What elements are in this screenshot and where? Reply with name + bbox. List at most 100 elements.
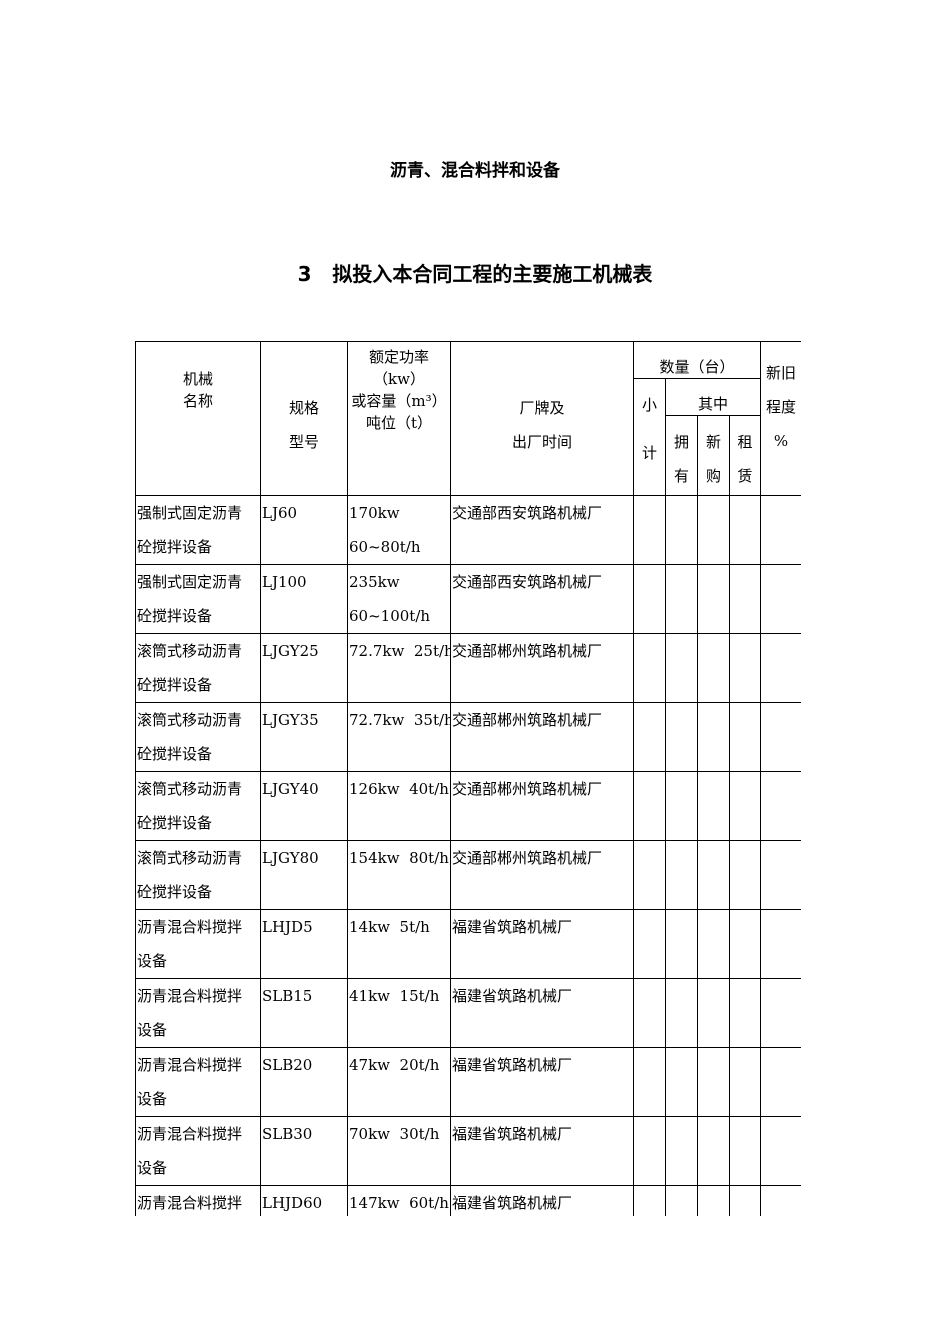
cell-rent xyxy=(728,909,762,979)
cell-rent xyxy=(728,1116,762,1186)
cell-maker: 福建省筑路机械厂 xyxy=(450,1185,634,1216)
cell-rent xyxy=(728,978,762,1048)
cell-condition xyxy=(760,633,801,703)
cell-condition xyxy=(760,840,801,910)
cell-condition xyxy=(760,702,801,772)
cell-model: LHJD5 xyxy=(260,909,348,979)
cell-subtotal xyxy=(633,771,666,841)
cell-model: LJ100 xyxy=(260,564,348,634)
header-maker: 厂牌及 出厂时间 xyxy=(450,341,634,496)
cell-own xyxy=(665,1116,698,1186)
header-rent: 租赁 xyxy=(728,415,762,496)
cell-subtotal xyxy=(633,840,666,910)
cell-subtotal xyxy=(633,1116,666,1186)
cell-new xyxy=(697,771,730,841)
cell-own xyxy=(665,771,698,841)
table-row: 滚筒式移动沥青 砼搅拌设备 LJGY35 72.7kw 35t/h 交通部郴州筑路机械厂 xyxy=(135,702,801,772)
cell-maker: 交通部西安筑路机械厂 xyxy=(450,564,634,634)
cell-condition xyxy=(760,1116,801,1186)
cell-name: 滚筒式移动沥青 砼搅拌设备 xyxy=(135,840,261,910)
cell-own xyxy=(665,702,698,772)
cell-power: 72.7kw 35t/h xyxy=(347,702,451,772)
header-condition: 新旧 程度% xyxy=(760,341,801,496)
cell-subtotal xyxy=(633,564,666,634)
cell-own xyxy=(665,840,698,910)
cell-power: 47kw 20t/h xyxy=(347,1047,451,1117)
table-row: 强制式固定沥青 砼搅拌设备 LJ60 170kw 60~80t/h 交通部西安筑路机械厂 xyxy=(135,495,801,565)
cell-name: 沥青混合料搅拌 设备 xyxy=(135,909,261,979)
table-row: 滚筒式移动沥青 砼搅拌设备 LJGY25 72.7kw 25t/h 交通部郴州筑路机械厂 xyxy=(135,633,801,703)
cell-model: SLB15 xyxy=(260,978,348,1048)
table-row: 沥青混合料搅拌 LHJD60 147kw 60t/h 福建省筑路机械厂 xyxy=(135,1185,801,1216)
cell-model: LJGY25 xyxy=(260,633,348,703)
header-name: 机械 名称 xyxy=(135,341,261,496)
header-own: 拥有 xyxy=(665,415,698,496)
cell-model: SLB20 xyxy=(260,1047,348,1117)
section-subtitle: 沥青、混合料拌和设备 xyxy=(390,161,560,181)
cell-power: 154kw 80t/h xyxy=(347,840,451,910)
cell-power: 72.7kw 25t/h xyxy=(347,633,451,703)
cell-name: 沥青混合料搅拌 xyxy=(135,1185,261,1216)
cell-power: 70kw 30t/h xyxy=(347,1116,451,1186)
cell-new xyxy=(697,564,730,634)
cell-condition xyxy=(760,1047,801,1117)
cell-subtotal xyxy=(633,909,666,979)
cell-new xyxy=(697,840,730,910)
cell-rent xyxy=(728,702,762,772)
header-among: 其中 xyxy=(664,378,762,416)
cell-name: 沥青混合料搅拌 设备 xyxy=(135,1116,261,1186)
cell-new xyxy=(697,495,730,565)
cell-name: 沥青混合料搅拌 设备 xyxy=(135,1047,261,1117)
cell-condition xyxy=(760,771,801,841)
cell-condition xyxy=(760,564,801,634)
cell-new xyxy=(697,702,730,772)
cell-new xyxy=(697,633,730,703)
cell-name: 沥青混合料搅拌 设备 xyxy=(135,978,261,1048)
cell-maker: 福建省筑路机械厂 xyxy=(450,909,634,979)
cell-model: LJGY40 xyxy=(260,771,348,841)
cell-name: 滚筒式移动沥青 砼搅拌设备 xyxy=(135,771,261,841)
cell-power: 147kw 60t/h xyxy=(347,1185,451,1216)
cell-model: LJ60 xyxy=(260,495,348,565)
cell-maker: 交通部西安筑路机械厂 xyxy=(450,495,634,565)
cell-maker: 交通部郴州筑路机械厂 xyxy=(450,633,634,703)
cell-maker: 交通部郴州筑路机械厂 xyxy=(450,840,634,910)
cell-rent xyxy=(728,1047,762,1117)
cell-own xyxy=(665,1047,698,1117)
header-subtotal: 小计 xyxy=(633,378,666,496)
header-new: 新购 xyxy=(697,415,730,496)
cell-maker: 福建省筑路机械厂 xyxy=(450,978,634,1048)
cell-power: 235kw 60~100t/h xyxy=(347,564,451,634)
table-row: 沥青混合料搅拌 设备 SLB30 70kw 30t/h 福建省筑路机械厂 xyxy=(135,1116,801,1186)
cell-model: LHJD60 xyxy=(260,1185,348,1216)
cell-model: LJGY80 xyxy=(260,840,348,910)
cell-new xyxy=(697,1185,730,1216)
table-row: 强制式固定沥青 砼搅拌设备 LJ100 235kw 60~100t/h 交通部西安筑路机械… xyxy=(135,564,801,634)
cell-model: SLB30 xyxy=(260,1116,348,1186)
cell-subtotal xyxy=(633,702,666,772)
machinery-table: 机械 名称 规格 型号 额定功率 （kw） 或容量（m³） 吨位（t） 厂牌及 出厂时间 数… xyxy=(135,341,801,1216)
cell-name: 滚筒式移动沥青 砼搅拌设备 xyxy=(135,633,261,703)
cell-new xyxy=(697,909,730,979)
cell-own xyxy=(665,909,698,979)
cell-rent xyxy=(728,564,762,634)
cell-new xyxy=(697,978,730,1048)
cell-condition xyxy=(760,909,801,979)
cell-power: 170kw 60~80t/h xyxy=(347,495,451,565)
cell-own xyxy=(665,633,698,703)
cell-subtotal xyxy=(633,1047,666,1117)
cell-name: 强制式固定沥青 砼搅拌设备 xyxy=(135,495,261,565)
cell-subtotal xyxy=(633,633,666,703)
machinery-table-wrapper: 机械 名称 规格 型号 额定功率 （kw） 或容量（m³） 吨位（t） 厂牌及 出厂时间 数… xyxy=(135,341,801,1216)
cell-own xyxy=(665,978,698,1048)
cell-power: 14kw 5t/h xyxy=(347,909,451,979)
cell-rent xyxy=(728,840,762,910)
table-row: 沥青混合料搅拌 设备 SLB20 47kw 20t/h 福建省筑路机械厂 xyxy=(135,1047,801,1117)
table-row: 沥青混合料搅拌 设备 LHJD5 14kw 5t/h 福建省筑路机械厂 xyxy=(135,909,801,979)
cell-maker: 福建省筑路机械厂 xyxy=(450,1116,634,1186)
cell-subtotal xyxy=(633,978,666,1048)
cell-rent xyxy=(728,771,762,841)
cell-own xyxy=(665,495,698,565)
cell-condition xyxy=(760,978,801,1048)
